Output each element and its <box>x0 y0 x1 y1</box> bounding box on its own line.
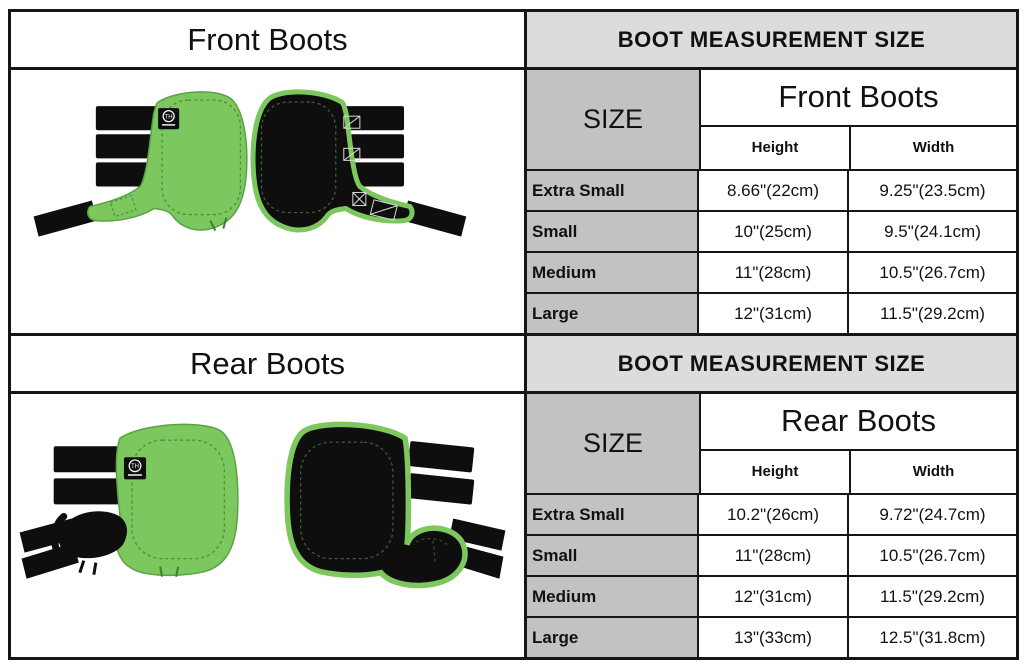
svg-text:TH: TH <box>131 464 139 470</box>
rear-measurement-table: SIZE Rear Boots Height Width Extra Small… <box>527 394 1016 657</box>
front-boot-green: TH <box>33 91 248 237</box>
brand-logo-badge: TH <box>158 108 180 130</box>
size-row-label: Large <box>527 618 699 657</box>
width-value: 9.5"(24.1cm) <box>884 221 981 241</box>
rear-measurement-header: BOOT MEASUREMENT SIZE <box>527 336 1016 394</box>
rear-boot-green: TH <box>19 423 239 579</box>
measurement-column: BOOT MEASUREMENT SIZE SIZE Front Boots H… <box>527 12 1016 657</box>
front-boot-black <box>250 89 467 237</box>
table-row: Medium 11"(28cm) 10.5"(26.7cm) <box>527 253 1016 294</box>
height-value: 11"(28cm) <box>699 536 849 575</box>
table-row: Large 13"(33cm) 12.5"(31.8cm) <box>527 618 1016 657</box>
width-value: 10.5"(26.7cm) <box>879 262 986 282</box>
table-row: Small 10"(25cm) 9.5"(24.1cm) <box>527 212 1016 253</box>
brand-logo-badge: TH <box>123 457 147 480</box>
width-value: 11.5"(29.2cm) <box>880 303 985 323</box>
height-value: 12"(31cm) <box>699 294 849 333</box>
rear-boots-image-box: TH <box>11 394 524 657</box>
rear-boots-group-header: Rear Boots Height Width <box>701 394 1016 493</box>
size-column-header: SIZE <box>527 394 701 493</box>
front-boots-panel-title: Front Boots <box>11 12 524 70</box>
svg-text:TH: TH <box>165 114 173 120</box>
front-boots-group-title: Front Boots <box>701 70 1016 127</box>
illustration-column: Front Boots <box>11 12 527 657</box>
size-row-label: Medium <box>527 577 699 616</box>
table-row: Extra Small 8.66"(22cm) 9.25"(23.5cm) <box>527 171 1016 212</box>
front-boots-image-box: TH <box>11 70 524 336</box>
height-value: 8.66"(22cm) <box>699 171 849 210</box>
height-column-header: Height <box>701 126 851 169</box>
width-value: 9.25"(23.5cm) <box>879 180 986 200</box>
table-row: Medium 12"(31cm) 11.5"(29.2cm) <box>527 577 1016 618</box>
height-value: 13"(33cm) <box>699 618 849 657</box>
size-row-label: Extra Small <box>527 171 699 210</box>
size-column-header: SIZE <box>527 70 701 169</box>
rear-boot-black <box>284 421 506 589</box>
table-row: Large 12"(31cm) 11.5"(29.2cm) <box>527 294 1016 333</box>
front-table-head: SIZE Front Boots Height Width <box>527 70 1016 171</box>
front-measurement-table: SIZE Front Boots Height Width Extra Smal… <box>527 70 1016 336</box>
width-value: 9.72"(24.7cm) <box>879 504 986 524</box>
height-value: 10"(25cm) <box>699 212 849 251</box>
front-boots-illustration: TH <box>33 89 467 237</box>
front-subheader-row: Height Width <box>701 126 1016 169</box>
width-value: 10.5"(26.7cm) <box>879 545 986 565</box>
width-value: 12.5"(31.8cm) <box>879 627 986 647</box>
front-measurement-header: BOOT MEASUREMENT SIZE <box>527 12 1016 70</box>
size-row-label: Small <box>527 536 699 575</box>
rear-boots-illustration: TH <box>19 421 506 589</box>
size-row-label: Large <box>527 294 699 333</box>
table-row: Small 11"(28cm) 10.5"(26.7cm) <box>527 536 1016 577</box>
rear-table-head: SIZE Rear Boots Height Width <box>527 394 1016 495</box>
rear-boots-group-title: Rear Boots <box>701 394 1016 451</box>
size-row-label: Extra Small <box>527 495 699 534</box>
size-row-label: Small <box>527 212 699 251</box>
width-column-header: Width <box>912 139 955 157</box>
width-value: 11.5"(29.2cm) <box>880 586 985 606</box>
rear-subheader-row: Height Width <box>701 450 1016 493</box>
size-row-label: Medium <box>527 253 699 292</box>
width-column-header: Width <box>912 463 955 481</box>
table-row: Extra Small 10.2"(26cm) 9.72"(24.7cm) <box>527 495 1016 536</box>
front-boots-group-header: Front Boots Height Width <box>701 70 1016 169</box>
height-column-header: Height <box>701 450 851 493</box>
chart-frame: Front Boots <box>8 9 1019 660</box>
rear-boots-panel-title: Rear Boots <box>11 336 524 394</box>
height-value: 12"(31cm) <box>699 577 849 616</box>
height-value: 10.2"(26cm) <box>699 495 849 534</box>
height-value: 11"(28cm) <box>699 253 849 292</box>
